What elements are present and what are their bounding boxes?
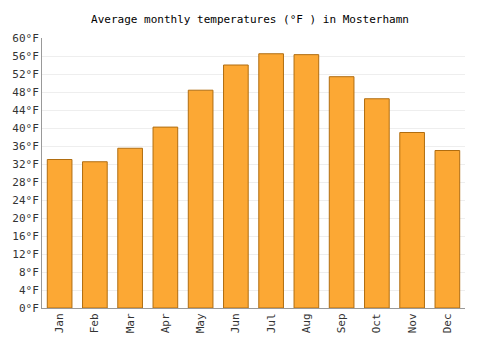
svg-text:Jul: Jul [265,313,278,333]
svg-text:Sep: Sep [335,313,348,333]
svg-text:Feb: Feb [88,313,101,333]
svg-text:28°F: 28°F [12,176,39,189]
svg-text:4°F: 4°F [19,284,39,297]
svg-text:0°F: 0°F [19,302,39,315]
svg-text:48°F: 48°F [12,86,39,99]
svg-text:32°F: 32°F [12,158,39,171]
svg-text:May: May [194,313,207,333]
svg-text:60°F: 60°F [12,32,39,45]
svg-text:Nov: Nov [406,313,419,333]
svg-text:52°F: 52°F [12,68,39,81]
svg-text:Oct: Oct [370,313,383,333]
svg-text:20°F: 20°F [12,212,39,225]
svg-text:56°F: 56°F [12,50,39,63]
svg-text:8°F: 8°F [19,266,39,279]
svg-text:16°F: 16°F [12,230,39,243]
svg-text:Dec: Dec [441,313,454,333]
svg-text:Aug: Aug [300,313,313,333]
svg-text:24°F: 24°F [12,194,39,207]
svg-text:Mar: Mar [124,313,137,333]
svg-text:44°F: 44°F [12,104,39,117]
svg-text:Jan: Jan [53,313,66,333]
svg-text:Apr: Apr [159,313,172,333]
svg-text:40°F: 40°F [12,122,39,135]
svg-text:36°F: 36°F [12,140,39,153]
svg-text:12°F: 12°F [12,248,39,261]
svg-text:Average monthly temperatures (: Average monthly temperatures (°F ) in Mo… [91,13,409,26]
svg-text:Jun: Jun [229,313,242,333]
